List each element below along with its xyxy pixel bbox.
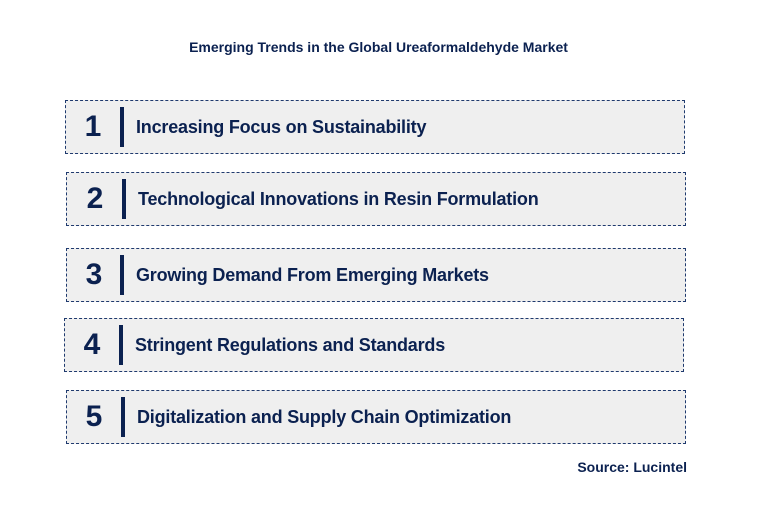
diagram-title: Emerging Trends in the Global Ureaformal… <box>189 39 568 55</box>
trend-label: Increasing Focus on Sustainability <box>136 117 427 137</box>
trend-divider <box>120 255 124 295</box>
trend-divider <box>121 397 125 437</box>
trend-label: Digitalization and Supply Chain Optimiza… <box>137 407 512 427</box>
trend-label: Technological Innovations in Resin Formu… <box>138 189 539 209</box>
trend-label: Growing Demand From Emerging Markets <box>136 265 489 285</box>
trend-number: 4 <box>83 328 101 361</box>
trend-box-2: 2 Technological Innovations in Resin For… <box>66 172 686 226</box>
trend-box-3: 3 Growing Demand From Emerging Markets <box>66 248 686 302</box>
trend-number: 3 <box>85 258 103 291</box>
trend-number: 1 <box>84 110 102 143</box>
trend-divider <box>120 107 124 147</box>
trend-divider <box>122 179 126 219</box>
trend-number: 2 <box>86 182 104 215</box>
trend-box-5: 5 Digitalization and Supply Chain Optimi… <box>66 390 686 444</box>
trend-divider <box>119 325 123 365</box>
source-label: Source: Lucintel <box>577 459 687 475</box>
trend-box-4: 4 Stringent Regulations and Standards <box>64 318 684 372</box>
trend-label: Stringent Regulations and Standards <box>135 335 446 355</box>
trend-box-1: 1 Increasing Focus on Sustainability <box>65 100 685 154</box>
trend-number: 5 <box>85 400 103 433</box>
